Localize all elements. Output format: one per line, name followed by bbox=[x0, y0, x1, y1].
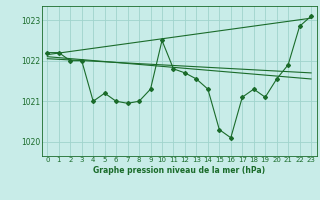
X-axis label: Graphe pression niveau de la mer (hPa): Graphe pression niveau de la mer (hPa) bbox=[93, 166, 265, 175]
